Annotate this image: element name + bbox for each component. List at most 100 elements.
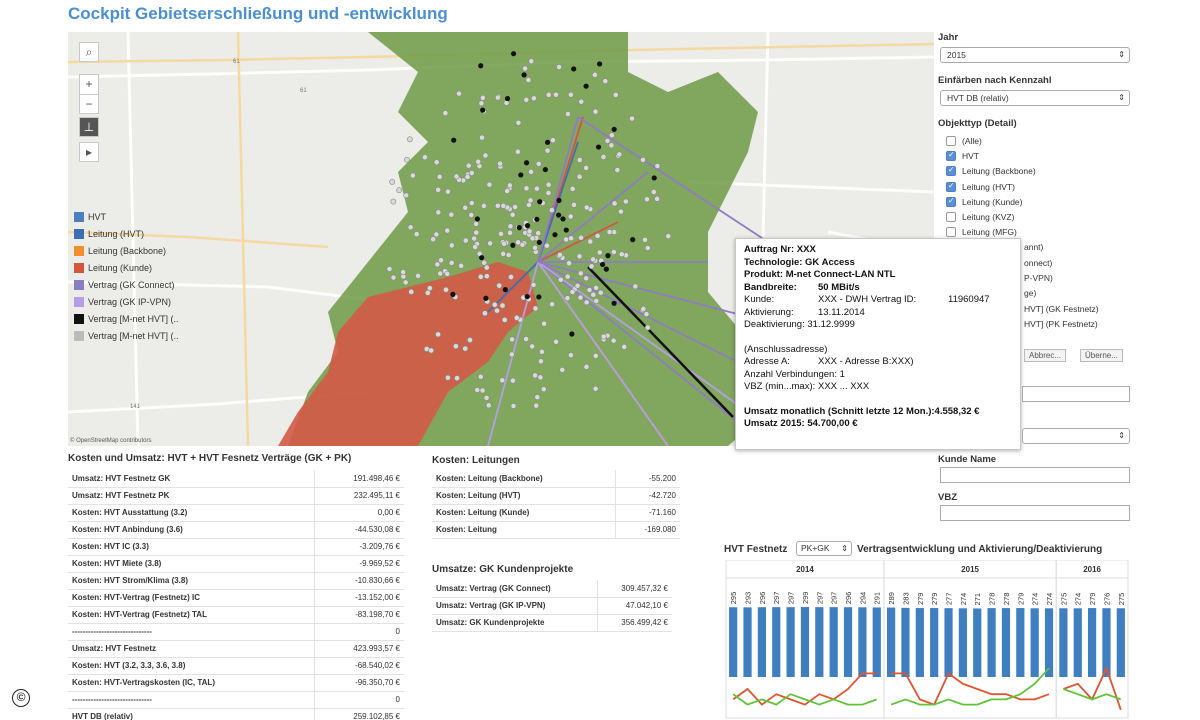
map-point[interactable] — [578, 98, 585, 105]
map-point[interactable] — [557, 276, 564, 283]
map-point[interactable] — [523, 97, 530, 103]
map-point[interactable] — [583, 204, 590, 211]
map-attribution[interactable]: © OpenStreetMap contributors — [70, 438, 152, 444]
map-point[interactable] — [528, 168, 534, 175]
map-point[interactable] — [435, 209, 442, 216]
map-point[interactable] — [618, 251, 625, 258]
map-point[interactable] — [438, 257, 444, 264]
map-point[interactable] — [557, 251, 563, 258]
map-point[interactable] — [591, 71, 598, 78]
map-point[interactable] — [486, 181, 493, 188]
map-point[interactable] — [523, 185, 530, 192]
map-point-hvt[interactable] — [611, 126, 617, 132]
map-point[interactable] — [654, 195, 660, 202]
map-point[interactable] — [534, 394, 541, 401]
map-point[interactable] — [588, 263, 595, 270]
map-point[interactable] — [587, 238, 594, 245]
map-point-hvt[interactable] — [569, 331, 575, 337]
map-point[interactable] — [583, 275, 590, 282]
map-point-hvt[interactable] — [537, 199, 543, 205]
map-point[interactable] — [468, 200, 475, 206]
map-point-hvt[interactable] — [605, 253, 611, 259]
map-point[interactable] — [462, 237, 469, 244]
map-point[interactable] — [544, 147, 551, 154]
map-point[interactable] — [529, 343, 536, 350]
map-point[interactable] — [610, 337, 617, 344]
map-point[interactable] — [608, 142, 615, 149]
map-point[interactable] — [515, 119, 522, 126]
checkbox[interactable] — [946, 150, 956, 162]
map-point[interactable] — [612, 91, 619, 98]
map-point-hvt[interactable] — [544, 139, 551, 145]
map-point[interactable] — [390, 274, 397, 281]
objekttyp-option[interactable]: Leitung (MFG) — [946, 225, 1017, 239]
map-point[interactable] — [592, 352, 599, 359]
map-point[interactable] — [494, 202, 501, 209]
filter-option-partial[interactable]: HVT] (PK Festnetz) — [1024, 319, 1098, 329]
map-point[interactable] — [507, 229, 513, 236]
objekttyp-option[interactable]: Leitung (Kunde) — [946, 195, 1023, 209]
map-point[interactable] — [458, 262, 465, 269]
map-point[interactable] — [478, 100, 485, 107]
map-point[interactable] — [632, 283, 639, 290]
map-point[interactable] — [389, 179, 396, 185]
map-point[interactable] — [563, 236, 569, 243]
map-point[interactable] — [534, 185, 540, 192]
jahr-select[interactable]: 2015 ⇕ — [940, 47, 1130, 63]
map-point[interactable] — [650, 189, 657, 195]
map-point[interactable] — [548, 207, 555, 214]
map-point[interactable] — [510, 377, 516, 384]
checkbox[interactable] — [946, 196, 956, 207]
checkbox[interactable] — [946, 181, 956, 192]
objekttyp-option[interactable]: (Alle) — [946, 134, 982, 148]
map-point[interactable] — [583, 164, 590, 171]
map-point[interactable] — [499, 302, 506, 309]
map-point-hvt[interactable] — [603, 266, 609, 272]
map-point-hvt[interactable] — [542, 166, 548, 173]
legend-item[interactable]: HVT — [74, 208, 209, 225]
map-point[interactable] — [491, 301, 498, 308]
map-point[interactable] — [501, 240, 508, 247]
map-point[interactable] — [526, 228, 533, 235]
map-point-hvt[interactable] — [510, 242, 516, 248]
map-point-hvt[interactable] — [599, 261, 606, 268]
map-point[interactable] — [471, 235, 478, 242]
map-point[interactable] — [506, 182, 513, 189]
map-point[interactable] — [539, 348, 545, 355]
map-point[interactable] — [437, 270, 444, 277]
map-point-hvt[interactable] — [479, 255, 485, 261]
map-point[interactable] — [508, 351, 515, 358]
map-point[interactable] — [535, 160, 542, 167]
map-point[interactable] — [404, 156, 410, 163]
map-point[interactable] — [564, 295, 571, 302]
map-point[interactable] — [553, 91, 559, 98]
map-point[interactable] — [574, 282, 581, 289]
map-point[interactable] — [422, 154, 428, 161]
map-point[interactable] — [515, 148, 521, 155]
map-point-hvt[interactable] — [611, 300, 617, 306]
map-point[interactable] — [462, 204, 469, 211]
legend-item[interactable]: Vertrag [M-net HVT] (.. — [74, 327, 209, 344]
map-point[interactable] — [537, 374, 544, 381]
map-point-hvt[interactable] — [524, 223, 531, 229]
map-point[interactable] — [444, 270, 451, 277]
checkbox[interactable] — [946, 227, 956, 238]
map-point[interactable] — [525, 77, 532, 83]
map-point[interactable] — [500, 202, 507, 209]
map-point[interactable] — [483, 264, 490, 271]
map-point[interactable] — [465, 162, 472, 169]
map-point[interactable] — [559, 366, 566, 373]
map-point[interactable] — [586, 287, 593, 293]
map-point[interactable] — [467, 337, 473, 343]
map-point[interactable] — [549, 301, 556, 308]
map-point[interactable] — [504, 188, 511, 194]
legend-item[interactable]: Leitung (Backbone) — [74, 242, 209, 259]
map-point[interactable] — [386, 266, 393, 272]
map-point[interactable] — [528, 58, 535, 65]
map-point-hvt[interactable] — [510, 51, 517, 57]
map-point[interactable] — [567, 213, 574, 220]
map-point[interactable] — [435, 186, 442, 193]
map-point[interactable] — [592, 385, 599, 392]
map-point-hvt[interactable] — [502, 287, 508, 293]
map-point[interactable] — [430, 236, 437, 243]
